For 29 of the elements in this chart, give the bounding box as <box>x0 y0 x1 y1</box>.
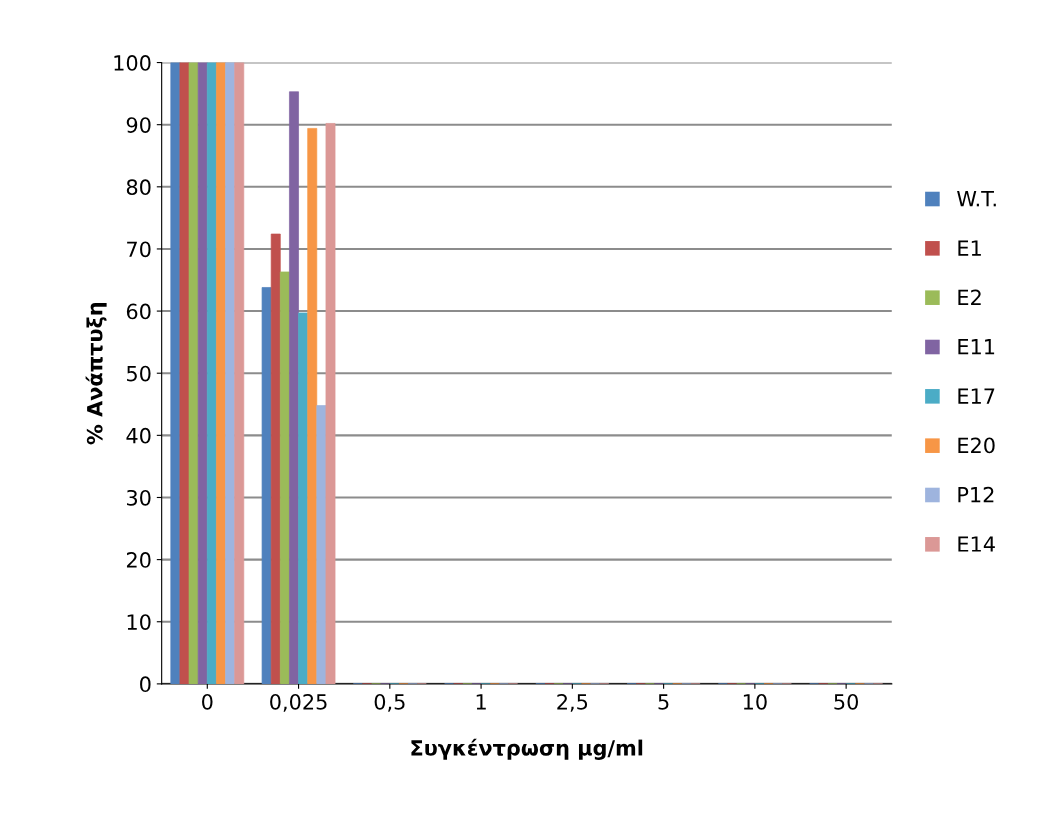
y-tick-label: 70 <box>127 241 151 258</box>
legend-label: P12 <box>958 486 994 503</box>
x-tick-label: 1 <box>476 694 486 710</box>
y-tick-label: 30 <box>127 489 151 506</box>
y-tick-label: 90 <box>126 117 151 133</box>
legend-label: E17 <box>958 388 995 404</box>
legend-label: E11 <box>958 339 995 355</box>
legend-label: E1 <box>958 240 981 256</box>
y-axis-title: % Ανάπτυξη <box>85 302 107 445</box>
legend-label: W.T. <box>957 191 996 207</box>
y-tick-label: 60 <box>126 303 151 320</box>
y-tick-label: 10 <box>127 614 151 630</box>
x-tick-label: 50 <box>834 693 859 710</box>
y-tick-label: 100 <box>114 55 151 71</box>
x-tick-label: 2,5 <box>557 693 588 712</box>
y-tick-label: 0 <box>140 676 151 693</box>
legend-label: E20 <box>958 437 995 454</box>
x-tick-label: 0,5 <box>374 693 405 712</box>
x-axis-title: Συγκέντρωση μg/ml <box>411 738 643 760</box>
y-tick-label: 20 <box>126 552 151 568</box>
x-tick-label: 5 <box>658 694 669 710</box>
legend-label: E14 <box>958 536 995 552</box>
x-tick-label: 0,025 <box>270 693 327 712</box>
y-tick-label: 40 <box>126 427 151 444</box>
y-tick-label: 50 <box>127 365 151 382</box>
y-tick-label: 80 <box>126 179 151 196</box>
x-tick-label: 10 <box>743 693 767 710</box>
x-tick-label: 0 <box>202 693 213 710</box>
legend-label: E2 <box>958 289 981 305</box>
